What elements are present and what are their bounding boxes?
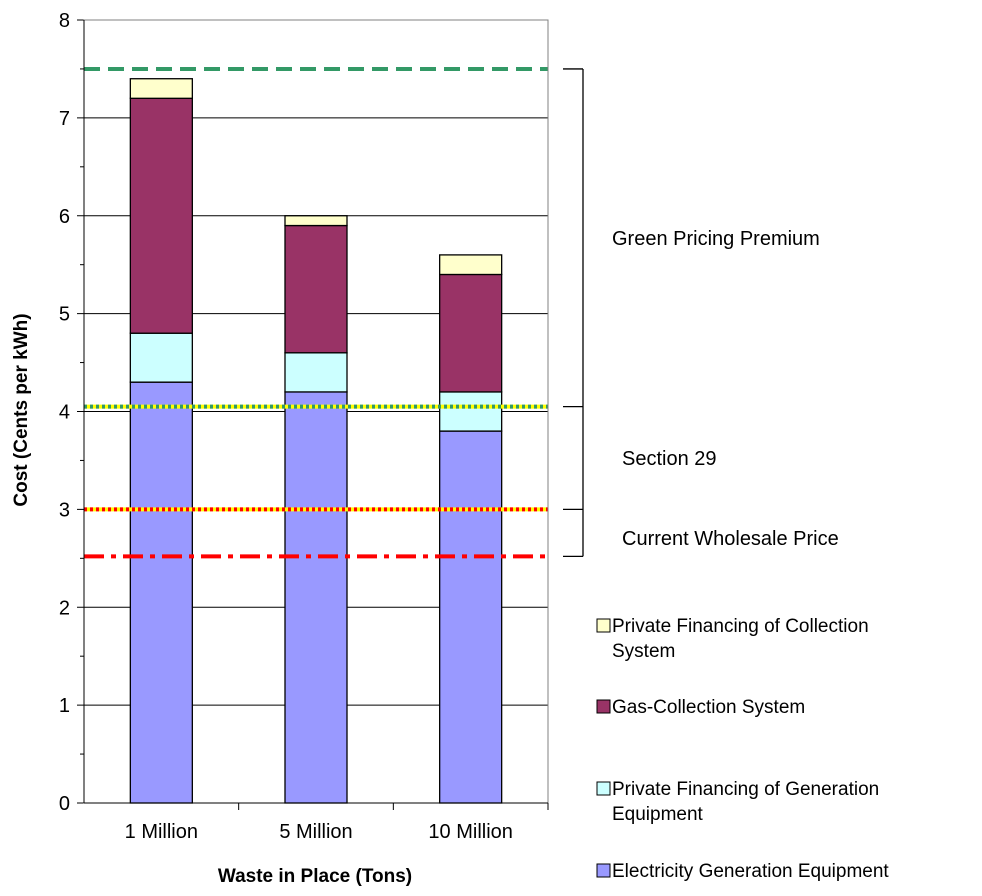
bar-segment-2	[284, 352, 348, 393]
legend-swatch	[596, 781, 611, 796]
bracket-label: Green Pricing Premium	[612, 228, 820, 250]
bracket-label: Current Wholesale Price	[622, 528, 839, 550]
bar-segment-2	[129, 332, 193, 383]
legend-label: Gas-Collection System	[612, 697, 805, 718]
bars	[129, 78, 503, 804]
bar-segment-2	[439, 391, 503, 432]
legend-label: Private Financing of Collection System	[612, 616, 869, 662]
y-tick-label: 7	[59, 108, 70, 130]
bar-segment-1	[284, 391, 348, 804]
x-axis-title: Waste in Place (Tons)	[218, 866, 412, 887]
y-tick-label: 8	[59, 10, 70, 32]
bar-segment-3	[439, 273, 503, 393]
bar-segment-4	[439, 254, 503, 276]
y-tick-labels: 0 1 2 3 4 5 6 7 8	[59, 10, 70, 815]
legend-label: Private Financing of Generation Equipment	[612, 779, 879, 825]
y-tick-label: 4	[59, 402, 70, 424]
x-tick-labels: 1 Million 5 Million 10 Million	[125, 821, 513, 843]
bar-segment-3	[284, 224, 348, 354]
bar-segment-1	[129, 381, 193, 804]
x-tick-label: 5 Million	[279, 821, 352, 843]
x-tick-label: 10 Million	[428, 821, 512, 843]
axes	[77, 19, 549, 810]
y-tick-label: 5	[59, 304, 70, 326]
y-tick-label: 1	[59, 695, 70, 717]
reference-lines	[84, 66, 548, 559]
bar-segment-4	[129, 78, 193, 99]
y-tick-label: 2	[59, 597, 70, 619]
legend-swatch	[596, 863, 611, 878]
bar-segment-3	[129, 97, 193, 334]
legend-swatch	[596, 618, 611, 633]
brackets: Green Pricing Premium Section 29 Current W…	[563, 68, 839, 558]
y-tick-label: 6	[59, 206, 70, 228]
bracket-label: Section 29	[622, 448, 717, 470]
x-tick-label: 1 Million	[125, 821, 198, 843]
y-axis-title: Cost (Cents per kWh)	[11, 313, 32, 506]
bar-segment-1	[439, 430, 503, 804]
y-tick-label: 0	[59, 793, 70, 815]
legend-label: Electricity Generation Equipment	[612, 861, 889, 882]
legend-swatch	[596, 699, 611, 714]
legend: Private Financing of Collection System Gas…	[596, 616, 889, 882]
bar-segment-4	[284, 215, 348, 227]
y-tick-label: 3	[59, 499, 70, 521]
